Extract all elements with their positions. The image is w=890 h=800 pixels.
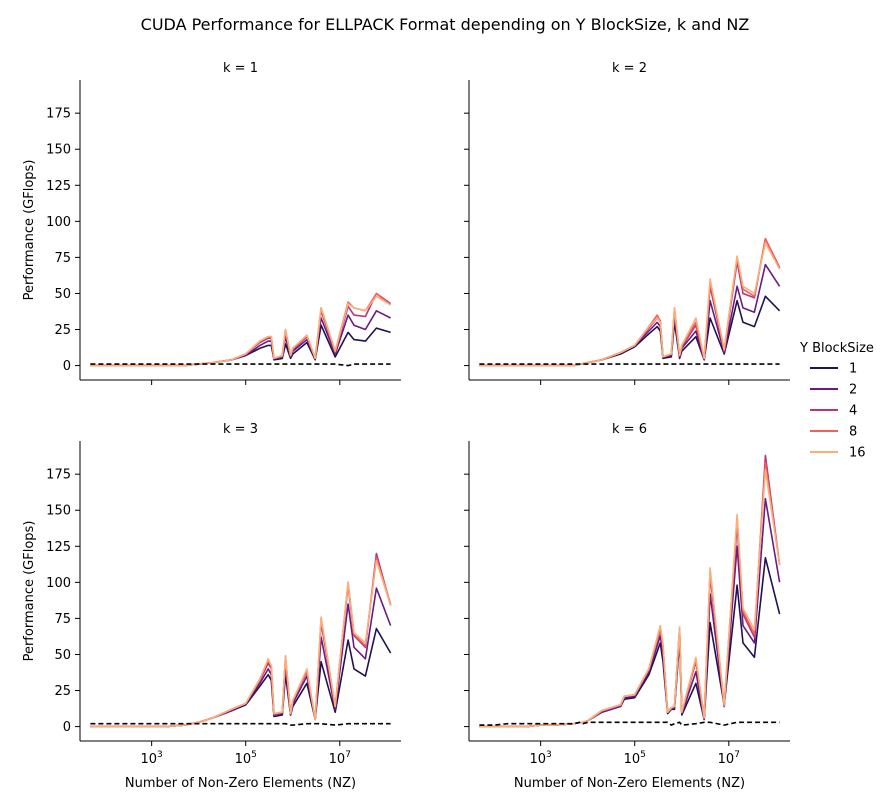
legend-item: 2 bbox=[810, 383, 857, 398]
series-line-8 bbox=[479, 461, 781, 728]
y-tick-label: 125 bbox=[46, 179, 71, 194]
x-tick-label: 103 bbox=[529, 750, 551, 767]
legend-item: 1 bbox=[810, 362, 857, 377]
series-line-16 bbox=[90, 295, 392, 367]
y-tick-label: 25 bbox=[54, 684, 71, 699]
series-line-4 bbox=[479, 454, 781, 728]
legend-label: 8 bbox=[849, 425, 857, 440]
y-tick-label: 25 bbox=[54, 323, 71, 338]
baseline-dashed-line bbox=[90, 722, 391, 726]
series-line-1 bbox=[90, 627, 392, 728]
facet-panel: k = 6 103 105 107 Number of Non-Zero Element… bbox=[464, 422, 790, 791]
facet-panel: k = 2 bbox=[464, 61, 790, 385]
series-line-1 bbox=[90, 324, 391, 367]
x-tick-label: 105 bbox=[235, 750, 257, 767]
series-line-16 bbox=[90, 559, 392, 728]
y-tick-label: 100 bbox=[46, 215, 71, 230]
y-tick-label: 175 bbox=[46, 468, 71, 483]
legend-item: 4 bbox=[810, 404, 857, 419]
facet-panel: k = 3 0 25 50 75 100 125 150 175 103 105 107 Perform… bbox=[22, 422, 401, 791]
legend-label: 4 bbox=[849, 404, 857, 419]
legend-title: Y BlockSize bbox=[799, 341, 874, 356]
x-tick-label: 107 bbox=[718, 750, 740, 767]
y-tick-label: 125 bbox=[46, 540, 71, 555]
y-tick-label: 150 bbox=[46, 143, 71, 158]
series-line-1 bbox=[479, 295, 781, 367]
legend-label: 16 bbox=[849, 446, 866, 461]
legend-label: 2 bbox=[849, 383, 857, 398]
y-tick-label: 150 bbox=[46, 504, 71, 519]
y-tick-label: 75 bbox=[54, 251, 71, 266]
series-line-8 bbox=[90, 556, 392, 728]
legend-item: 16 bbox=[810, 446, 866, 461]
series-line-16 bbox=[479, 242, 781, 367]
facet-panels: k = 1 0 25 50 75 100 125 150 175 Performance (GFl… bbox=[22, 61, 790, 791]
x-tick-label: 105 bbox=[624, 750, 646, 767]
series-line-16 bbox=[479, 468, 781, 728]
y-tick-label: 100 bbox=[46, 576, 71, 591]
facet-panel: k = 1 0 25 50 75 100 125 150 175 Performance (GFl… bbox=[22, 61, 401, 385]
x-axis-label: Number of Non-Zero Elements (NZ) bbox=[125, 776, 356, 791]
x-tick-label: 103 bbox=[140, 750, 162, 767]
y-axis-label: Performance (GFlops) bbox=[22, 160, 37, 301]
y-tick-label: 175 bbox=[46, 107, 71, 122]
x-tick-label: 107 bbox=[329, 750, 351, 767]
y-tick-label: 0 bbox=[63, 359, 71, 374]
panel-title: k = 1 bbox=[223, 61, 258, 76]
y-tick-label: 50 bbox=[54, 287, 71, 302]
chart-title: CUDA Performance for ELLPACK Format depe… bbox=[141, 15, 750, 34]
panel-title: k = 3 bbox=[223, 422, 258, 437]
y-tick-label: 75 bbox=[54, 612, 71, 627]
baseline-dashed-line bbox=[479, 721, 780, 727]
x-axis-label: Number of Non-Zero Elements (NZ) bbox=[514, 776, 745, 791]
legend-label: 1 bbox=[849, 362, 857, 377]
panel-title: k = 6 bbox=[612, 422, 647, 437]
series-line-4 bbox=[90, 292, 392, 367]
series-line-8 bbox=[90, 292, 392, 367]
y-axis-label: Performance (GFlops) bbox=[22, 521, 37, 662]
legend-item: 8 bbox=[810, 425, 857, 440]
legend: Y BlockSize 1 2 4 8 16 bbox=[799, 341, 874, 461]
y-tick-label: 0 bbox=[63, 720, 71, 735]
baseline-dashed-line bbox=[90, 363, 391, 367]
y-tick-label: 50 bbox=[54, 648, 71, 663]
panel-title: k = 2 bbox=[612, 61, 647, 76]
series-line-4 bbox=[90, 552, 392, 728]
